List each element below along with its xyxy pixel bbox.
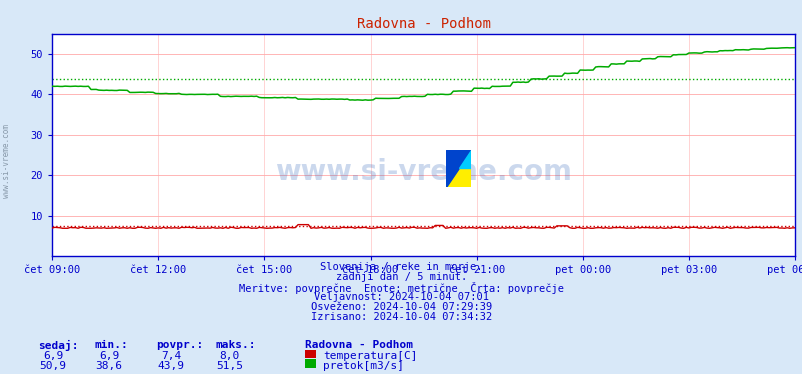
Text: Meritve: povprečne  Enote: metrične  Črta: povprečje: Meritve: povprečne Enote: metrične Črta:…	[239, 282, 563, 294]
Text: zadnji dan / 5 minut.: zadnji dan / 5 minut.	[335, 272, 467, 282]
Text: www.si-vreme.com: www.si-vreme.com	[2, 124, 11, 198]
Text: min.:: min.:	[95, 340, 128, 350]
Text: Radovna - Podhom: Radovna - Podhom	[305, 340, 412, 350]
Text: temperatura[C]: temperatura[C]	[322, 351, 417, 361]
Text: Veljavnost: 2024-10-04 07:01: Veljavnost: 2024-10-04 07:01	[314, 292, 488, 302]
Title: Radovna - Podhom: Radovna - Podhom	[356, 17, 490, 31]
Text: 7,4: 7,4	[160, 351, 181, 361]
Text: sedaj:: sedaj:	[38, 340, 79, 350]
Polygon shape	[445, 150, 471, 187]
Text: maks.:: maks.:	[215, 340, 255, 350]
Text: 50,9: 50,9	[39, 361, 67, 371]
Text: 38,6: 38,6	[95, 361, 123, 371]
Polygon shape	[445, 150, 471, 187]
Text: Slovenija / reke in morje.: Slovenija / reke in morje.	[320, 262, 482, 272]
Text: Osveženo: 2024-10-04 07:29:39: Osveženo: 2024-10-04 07:29:39	[310, 302, 492, 312]
Text: Izrisano: 2024-10-04 07:34:32: Izrisano: 2024-10-04 07:34:32	[310, 312, 492, 322]
Text: 6,9: 6,9	[43, 351, 63, 361]
Text: povpr.:: povpr.:	[156, 340, 204, 350]
Text: 6,9: 6,9	[99, 351, 119, 361]
Text: pretok[m3/s]: pretok[m3/s]	[322, 361, 403, 371]
Text: 51,5: 51,5	[216, 361, 243, 371]
Text: 43,9: 43,9	[157, 361, 184, 371]
Polygon shape	[458, 150, 471, 168]
Text: 8,0: 8,0	[219, 351, 240, 361]
Text: www.si-vreme.com: www.si-vreme.com	[275, 157, 571, 186]
